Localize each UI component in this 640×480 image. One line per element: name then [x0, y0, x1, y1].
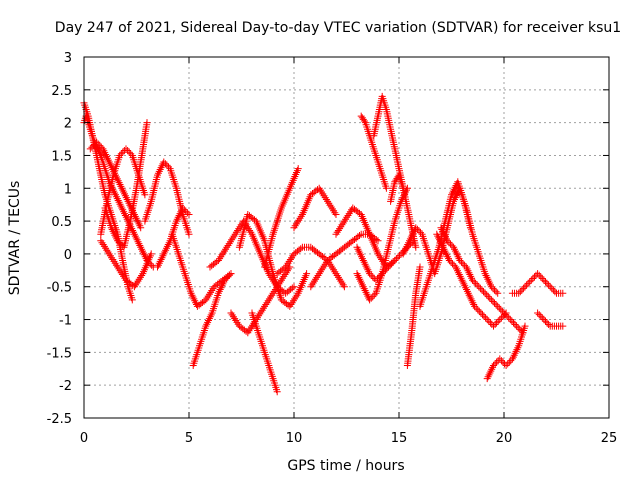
y-tick-label: 1.5 [51, 149, 72, 164]
data-point-markers [141, 158, 193, 238]
data-point-markers [534, 309, 567, 330]
y-tick-label: 0.5 [51, 215, 72, 230]
data-arc [101, 119, 151, 251]
data-point-markers [261, 165, 302, 271]
data-arc [290, 184, 340, 232]
data-arc [206, 217, 298, 297]
grid-lines [84, 57, 609, 418]
data-arc [357, 112, 390, 192]
data-series-sdtvar [80, 92, 567, 396]
data-point-markers [508, 270, 567, 297]
x-tick-label: 10 [286, 431, 303, 446]
y-tick-label: 0 [64, 248, 72, 263]
data-arc [168, 230, 235, 310]
data-arc [403, 263, 424, 369]
data-arc [353, 184, 411, 304]
data-point-markers [433, 230, 510, 330]
data-arc [437, 224, 527, 337]
data-point-markers [189, 270, 235, 369]
data-point-markers [290, 184, 340, 232]
y-tick-label: -1.5 [47, 346, 72, 361]
data-arc [189, 270, 235, 369]
data-point-markers [357, 112, 390, 192]
y-tick-label: -2 [59, 379, 72, 394]
axis-ticks [83, 56, 610, 419]
data-arc [534, 309, 567, 330]
data-point-markers [248, 309, 281, 396]
y-axis-label: SDTVAR / TECUs [7, 181, 23, 296]
y-tick-label: 2 [64, 117, 72, 132]
data-arc [97, 237, 155, 291]
data-point-markers [97, 237, 155, 291]
x-tick-label: 5 [185, 431, 193, 446]
y-tick-label: -2.5 [47, 412, 72, 427]
data-point-markers [437, 224, 527, 337]
data-point-markers [168, 230, 235, 310]
chart-title: Day 247 of 2021, Sidereal Day-to-day VTE… [55, 20, 621, 36]
data-arc [261, 165, 302, 271]
data-point-markers [353, 184, 411, 304]
x-tick-labels: 0 5 10 15 20 25 [80, 431, 617, 446]
y-tick-label: -1 [59, 314, 72, 329]
y-tick-label: 1 [64, 182, 72, 197]
x-tick-label: 0 [80, 431, 88, 446]
data-point-markers [101, 119, 151, 251]
data-arc [248, 309, 281, 396]
data-point-markers [403, 263, 424, 369]
data-point-markers [483, 322, 529, 383]
data-arc [483, 322, 529, 383]
y-tick-label: 2.5 [51, 84, 72, 99]
y-tick-label: 3 [64, 51, 72, 66]
data-arc [433, 230, 510, 330]
x-tick-label: 15 [391, 431, 408, 446]
plot-frame [83, 56, 610, 419]
data-arc [508, 270, 567, 297]
y-tick-label: -0.5 [47, 281, 72, 296]
x-tick-label: 20 [496, 431, 513, 446]
data-point-markers [206, 217, 298, 297]
y-tick-labels: -2.5 -2 -1.5 -1 -0.5 0 0.5 1 1.5 2 2.5 3 [47, 51, 72, 427]
x-axis-label: GPS time / hours [287, 458, 404, 474]
x-tick-label: 25 [601, 431, 618, 446]
data-arc [141, 158, 193, 238]
